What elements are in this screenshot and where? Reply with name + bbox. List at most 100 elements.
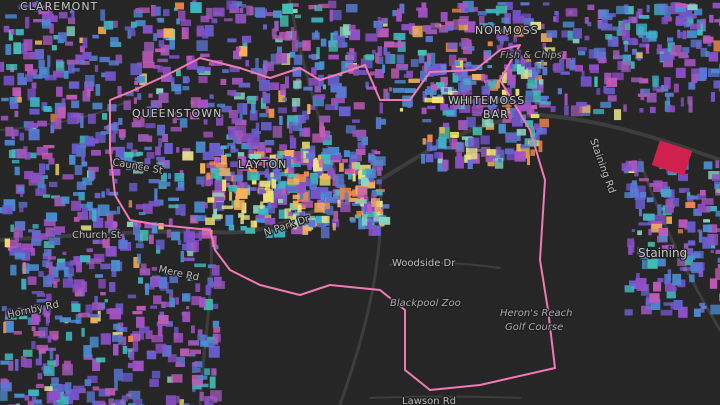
building (104, 299, 108, 303)
building (367, 204, 373, 214)
building (337, 35, 346, 48)
building (622, 29, 630, 41)
building (624, 309, 633, 316)
building (698, 231, 703, 243)
building (133, 256, 140, 268)
building (600, 101, 612, 108)
building (58, 11, 68, 19)
building (100, 9, 106, 21)
building (261, 122, 272, 131)
building (322, 148, 335, 154)
building (702, 236, 711, 249)
building (237, 165, 243, 178)
building (212, 200, 217, 210)
building (677, 279, 686, 288)
building (281, 156, 291, 168)
building (438, 136, 447, 149)
building (370, 71, 379, 76)
building (239, 45, 248, 57)
building (440, 76, 448, 86)
building (537, 86, 542, 92)
building (186, 306, 190, 310)
building (701, 18, 706, 27)
building (233, 174, 244, 182)
building (81, 327, 85, 337)
building (134, 80, 138, 85)
building (292, 101, 297, 112)
building (169, 293, 174, 299)
building (430, 22, 440, 29)
road-label: Woodside Dr (392, 258, 456, 269)
building (708, 52, 719, 62)
building (72, 385, 85, 392)
building (471, 105, 484, 113)
building (10, 264, 17, 276)
building (308, 4, 317, 10)
building (322, 84, 326, 90)
building (303, 86, 313, 91)
building (181, 27, 189, 40)
building (534, 99, 541, 105)
building (324, 221, 330, 226)
building (312, 95, 324, 107)
building (78, 312, 90, 318)
building (442, 122, 450, 128)
building (9, 103, 19, 109)
building (170, 126, 182, 132)
building (4, 315, 17, 320)
building (200, 340, 209, 347)
building (155, 343, 167, 354)
building (18, 4, 30, 10)
building (130, 63, 142, 76)
building (92, 359, 101, 372)
building (133, 221, 142, 228)
building (647, 259, 658, 269)
building (291, 227, 302, 235)
building (664, 274, 671, 284)
building (175, 187, 185, 191)
building (649, 106, 656, 114)
building (278, 107, 287, 114)
building (32, 74, 43, 79)
building (220, 146, 227, 150)
building (484, 115, 490, 126)
building (452, 72, 459, 83)
building (660, 309, 673, 316)
building (38, 348, 46, 354)
building (168, 204, 179, 209)
building (598, 9, 609, 19)
building (677, 229, 683, 234)
building (712, 2, 720, 9)
building (678, 306, 688, 318)
building (544, 47, 556, 56)
building (306, 153, 316, 159)
building (289, 121, 293, 134)
building (135, 204, 145, 210)
building (330, 83, 342, 93)
building (679, 219, 687, 228)
building (258, 189, 266, 194)
building (166, 289, 174, 294)
building (265, 229, 273, 238)
building (211, 168, 220, 179)
poi-label: Blackpool Zoo (390, 298, 461, 309)
building (481, 85, 491, 98)
building (10, 224, 15, 232)
building (526, 109, 535, 115)
building (168, 197, 179, 201)
building (167, 376, 174, 383)
building (331, 98, 336, 106)
building (229, 66, 240, 73)
building (71, 11, 75, 20)
building (1, 97, 9, 102)
building (156, 29, 164, 38)
building (203, 202, 208, 209)
building (314, 86, 321, 93)
building (24, 152, 31, 160)
building (709, 278, 718, 289)
building (154, 188, 158, 201)
building (564, 93, 568, 106)
building (182, 293, 191, 302)
building (713, 80, 720, 89)
building (697, 203, 705, 213)
